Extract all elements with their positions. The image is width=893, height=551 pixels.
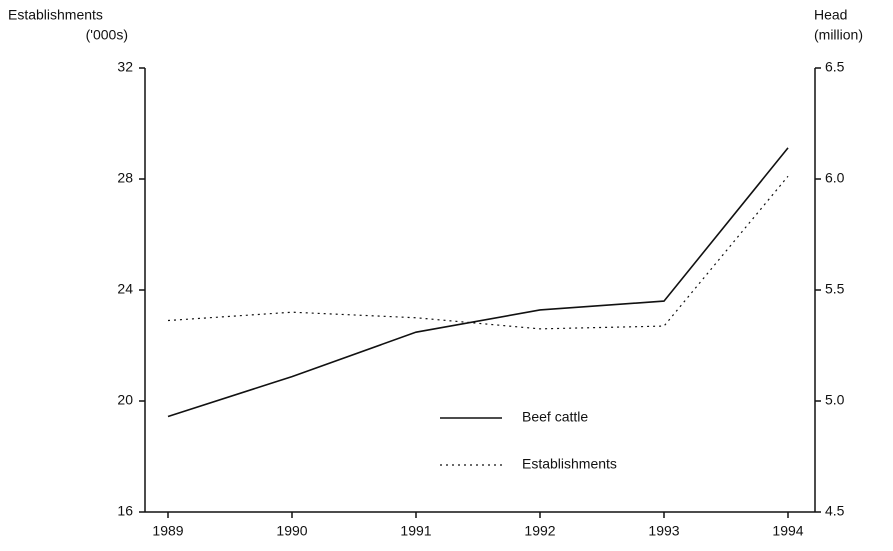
y2-tick-label: 6.0 <box>825 170 845 186</box>
x-tick-label: 1993 <box>648 523 679 539</box>
y-axis-title: ('000s) <box>86 27 128 43</box>
line-series <box>167 175 789 330</box>
y2-tick-label: 5.5 <box>825 281 845 297</box>
y2-axis-title: Head <box>814 7 847 23</box>
y2-tick-label: 4.5 <box>825 503 845 519</box>
x-tick-label: 1990 <box>276 523 307 539</box>
x-tick-label: 1992 <box>524 523 555 539</box>
y-tick-label: 20 <box>117 392 133 408</box>
y-tick-label: 28 <box>117 170 133 186</box>
x-tick-label: 1994 <box>772 523 803 539</box>
y2-tick-label: 6.5 <box>825 59 845 75</box>
y-tick-label: 16 <box>117 503 133 519</box>
y-axis-title: Establishments <box>8 7 103 23</box>
y2-axis-title: (million) <box>814 27 863 43</box>
y-tick-label: 24 <box>117 281 133 297</box>
line-series <box>167 147 789 418</box>
y-tick-label: 32 <box>117 59 133 75</box>
x-tick-label: 1991 <box>400 523 431 539</box>
legend-label: Establishments <box>522 456 617 472</box>
legend-label: Beef cattle <box>522 409 588 425</box>
x-tick-label: 1989 <box>152 523 183 539</box>
y2-tick-label: 5.0 <box>825 392 845 408</box>
